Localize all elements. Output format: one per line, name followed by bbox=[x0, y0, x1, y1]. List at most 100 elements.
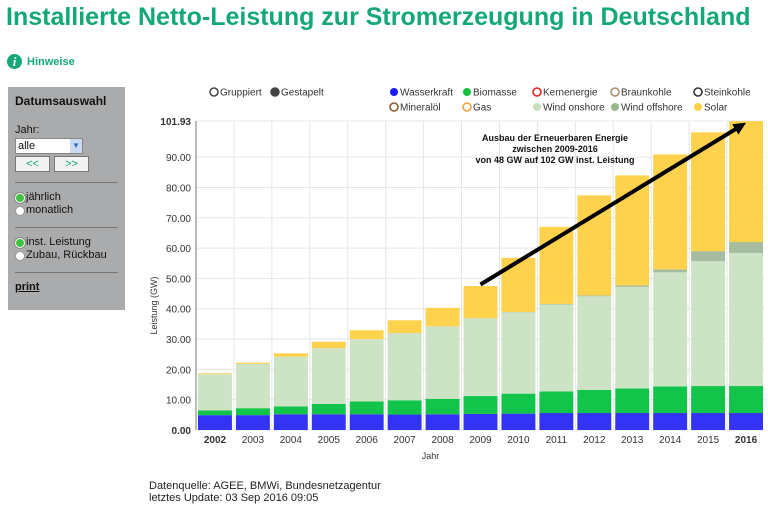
page-title: Installierte Netto-Leistung zur Stromerz… bbox=[6, 3, 751, 31]
bar-segment bbox=[311, 341, 346, 349]
bar-segment bbox=[691, 261, 726, 387]
print-link[interactable]: print bbox=[15, 281, 40, 293]
bar-segment bbox=[539, 391, 574, 414]
y-tick-label: 30.00 bbox=[166, 335, 191, 346]
radio-jaehrlich[interactable]: jährlich bbox=[15, 191, 118, 204]
radio-inst-leistung[interactable]: inst. Leistung bbox=[15, 236, 118, 249]
radio-icon bbox=[15, 237, 25, 248]
x-tick-label: 2012 bbox=[583, 435, 606, 446]
bar-segment bbox=[653, 413, 688, 430]
legend-item[interactable]: Gas bbox=[473, 103, 491, 114]
legend-item[interactable]: Braunkohle bbox=[621, 88, 672, 99]
radio-zubau[interactable]: Zubau, Rückbau bbox=[15, 249, 118, 262]
bar-segment bbox=[198, 373, 232, 375]
bar-segment bbox=[729, 242, 763, 253]
legend-marker[interactable] bbox=[462, 102, 472, 112]
year-value: alle bbox=[18, 140, 36, 152]
bar-segment bbox=[691, 251, 726, 262]
legend-item[interactable]: Steinkohle bbox=[704, 88, 751, 99]
bar-segment bbox=[273, 356, 308, 407]
bar-segment bbox=[273, 353, 308, 357]
y-tick-label: 80.00 bbox=[166, 183, 191, 194]
radio-label: jährlich bbox=[26, 191, 61, 203]
bar-segment bbox=[691, 413, 726, 430]
legend-item[interactable]: Solar bbox=[704, 103, 728, 114]
bar-segment bbox=[463, 318, 498, 397]
bar-segment bbox=[425, 414, 460, 430]
bar-segment bbox=[691, 386, 726, 414]
bar-segment bbox=[653, 269, 688, 273]
legend-item[interactable]: Wind offshore bbox=[621, 103, 683, 114]
legend-marker[interactable] bbox=[610, 87, 620, 97]
bar-segment bbox=[615, 388, 650, 414]
display-mode-radio[interactable] bbox=[270, 87, 280, 97]
x-tick-label: 2016 bbox=[735, 435, 758, 446]
bar-segment bbox=[235, 363, 270, 409]
y-tick-label: 70.00 bbox=[166, 214, 191, 225]
bar-segment bbox=[235, 415, 270, 430]
annotation-text: zwischen 2009-2016 bbox=[512, 144, 598, 154]
bar-segment bbox=[577, 413, 612, 430]
legend-marker[interactable] bbox=[532, 87, 542, 97]
bar-segment bbox=[577, 389, 612, 414]
prev-button[interactable]: << bbox=[15, 156, 50, 172]
next-button[interactable]: >> bbox=[54, 156, 89, 172]
x-tick-label: 2002 bbox=[204, 435, 227, 446]
legend-marker[interactable] bbox=[694, 103, 702, 111]
x-tick-label: 2011 bbox=[546, 435, 568, 446]
bar-segment bbox=[198, 415, 232, 430]
y-tick-label: 10.00 bbox=[166, 396, 191, 407]
date-selection-panel: Datumsauswahl Jahr: alle ▼ << >> jährlich… bbox=[8, 87, 125, 310]
legend-marker[interactable] bbox=[533, 103, 541, 111]
bar-segment bbox=[463, 413, 498, 430]
last-update: letztes Update: 03 Sep 2016 09:05 bbox=[149, 492, 319, 504]
y-tick-label: 50.00 bbox=[166, 274, 191, 285]
annotation-text: von 48 GW auf 102 GW inst. Leistung bbox=[475, 155, 634, 165]
bar-segment bbox=[463, 396, 498, 414]
bar-segment bbox=[615, 285, 650, 287]
bar-segment bbox=[387, 414, 422, 430]
radio-icon bbox=[15, 192, 25, 203]
y-tick-label: 60.00 bbox=[166, 244, 191, 255]
y-tick-label: 20.00 bbox=[166, 365, 191, 376]
legend-marker[interactable] bbox=[463, 88, 471, 96]
display-mode-radio[interactable] bbox=[209, 87, 219, 97]
legend-item[interactable]: Wind onshore bbox=[543, 103, 605, 114]
radio-label: inst. Leistung bbox=[26, 236, 91, 248]
annotation-text: Ausbau der Erneuerbaren Energie bbox=[482, 133, 628, 143]
annotation-arrow bbox=[479, 125, 741, 287]
bar-segment bbox=[691, 132, 726, 252]
x-tick-label: 2015 bbox=[697, 435, 720, 446]
year-select[interactable]: alle ▼ bbox=[15, 138, 83, 154]
radio-monatlich[interactable]: monatlich bbox=[15, 204, 118, 217]
bar-segment bbox=[273, 406, 308, 415]
legend-item[interactable]: Biomasse bbox=[473, 88, 517, 99]
x-tick-label: 2006 bbox=[356, 435, 379, 446]
panel-heading: Datumsauswahl bbox=[15, 94, 107, 108]
legend-marker[interactable] bbox=[390, 88, 398, 96]
legend-item[interactable]: Mineralöl bbox=[400, 103, 441, 114]
x-tick-label: 2005 bbox=[318, 435, 341, 446]
legend-item[interactable]: Kernenergie bbox=[543, 88, 598, 99]
hinweise-link[interactable]: i Hinweise bbox=[7, 54, 75, 69]
bar-segment bbox=[349, 414, 384, 430]
arrow-head-icon bbox=[732, 122, 747, 135]
display-mode-label[interactable]: Gestapelt bbox=[281, 88, 324, 99]
divider bbox=[15, 227, 118, 228]
bar-segment bbox=[577, 195, 612, 296]
y-tick-label: 90.00 bbox=[166, 153, 191, 164]
x-tick-label: 2004 bbox=[280, 435, 303, 446]
bar-segment bbox=[653, 272, 688, 387]
legend-marker[interactable] bbox=[389, 102, 399, 112]
legend-item[interactable]: Wasserkraft bbox=[400, 88, 453, 99]
display-mode-label[interactable]: Gruppiert bbox=[220, 88, 262, 99]
bar-segment bbox=[425, 307, 460, 327]
bar-segment bbox=[729, 413, 763, 430]
legend-marker[interactable] bbox=[693, 87, 703, 97]
radio-label: Zubau, Rückbau bbox=[26, 249, 107, 261]
bar-segment bbox=[729, 121, 763, 243]
legend-marker[interactable] bbox=[611, 103, 619, 111]
year-label: Jahr: bbox=[15, 124, 40, 136]
chevron-down-icon: ▼ bbox=[70, 139, 82, 153]
x-tick-label: 2008 bbox=[431, 435, 454, 446]
